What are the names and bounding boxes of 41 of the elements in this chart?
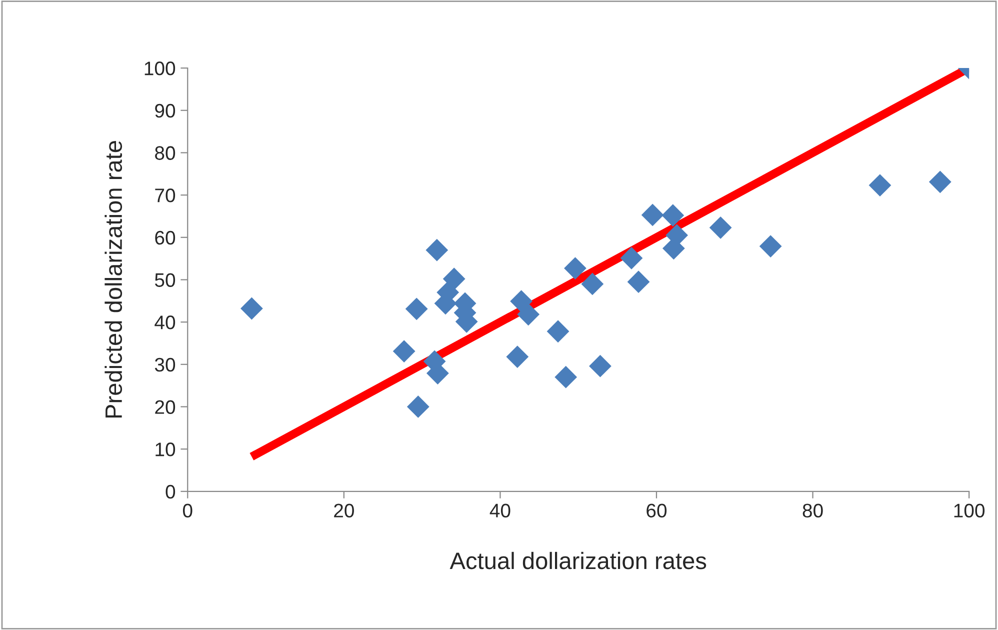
point <box>627 270 650 294</box>
point <box>405 298 428 320</box>
x-tick-label: 0 <box>182 504 192 518</box>
point <box>928 170 952 194</box>
point <box>546 320 570 343</box>
point <box>517 303 540 326</box>
y-tick-label: 80 <box>155 146 176 160</box>
point <box>641 204 664 226</box>
point <box>589 354 612 378</box>
y-tick-label: 70 <box>155 188 176 202</box>
y-tick-label: 50 <box>154 273 176 287</box>
point <box>759 235 782 258</box>
y-tick-label: 20 <box>155 400 176 414</box>
y-tick-label: 60 <box>155 230 176 245</box>
point <box>240 297 263 320</box>
point <box>868 174 892 197</box>
y-tick-label: 90 <box>155 104 176 118</box>
x-tick-label: 20 <box>334 504 354 518</box>
y-axis-title: Predicted dollarization rate <box>104 140 122 418</box>
y-tick-label: 10 <box>156 442 176 456</box>
point <box>620 246 643 270</box>
point <box>510 290 532 313</box>
x-tick-label: 100 <box>954 504 985 518</box>
y-tick-label: 100 <box>144 62 176 76</box>
point <box>662 204 684 227</box>
point <box>506 346 529 368</box>
point <box>581 272 604 296</box>
x-tick-label: 40 <box>490 504 510 518</box>
point <box>392 340 416 362</box>
point <box>442 268 466 290</box>
y-tick-label: 40 <box>154 316 176 330</box>
point <box>554 366 578 388</box>
point <box>709 216 732 239</box>
y-tick-label: 30 <box>154 358 176 372</box>
x-tick-label: 80 <box>802 504 823 518</box>
point <box>406 396 430 418</box>
y-tick-label: 0 <box>166 484 176 499</box>
x-tick-label: 60 <box>646 504 667 518</box>
point <box>564 257 586 280</box>
point <box>426 238 448 262</box>
x-axis-title: Actual dollarization rates <box>450 552 706 570</box>
